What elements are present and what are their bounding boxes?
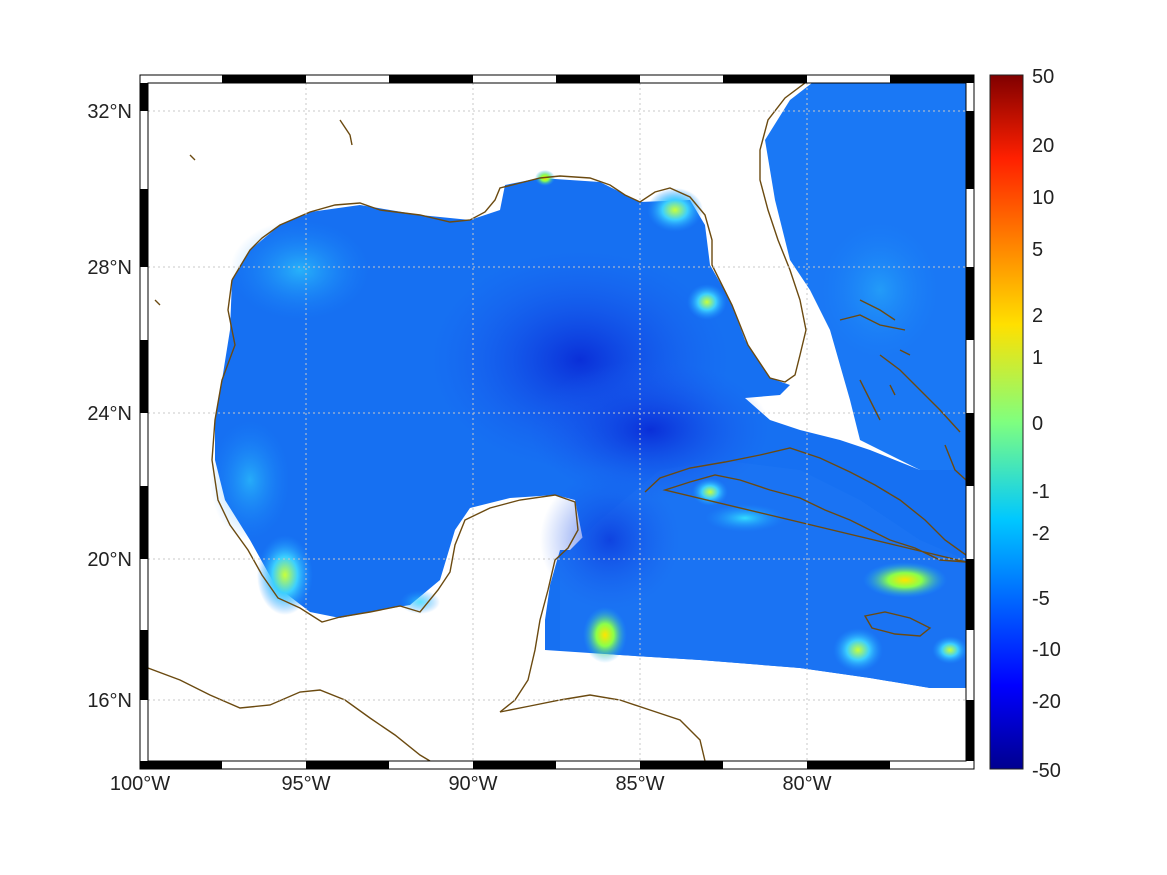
isle-spot [692,478,728,506]
colorbar-tick-label: -1 [1032,481,1050,503]
x-tick-label: 100°W [110,773,170,795]
colorbar-tick-label: 10 [1032,187,1054,209]
map-frame [139,74,975,770]
colorbar-tick-label: -50 [1032,760,1061,782]
y-tick-label: 32°N [87,101,132,123]
atlantic-light [820,220,940,360]
colorbar-tick-label: 2 [1032,305,1043,327]
y-tick-label: 28°N [87,257,132,279]
grid-lines [148,83,966,761]
cuba-coastline [644,447,966,563]
haiti-south-spot [932,636,966,664]
y-tick-label: 16°N [87,690,132,712]
y-tick-label: 24°N [87,403,132,425]
colorbar-tick-label: 1 [1032,347,1043,369]
texas-islands [154,119,353,306]
honduras-yellow-spot [583,607,627,663]
tampa-spot [687,284,727,320]
coastlines [148,83,966,761]
x-tick-label: 90°W [448,773,497,795]
colorbar-tick-label: -5 [1032,588,1050,610]
x-tick-label: 80°W [782,773,831,795]
campeche-spot [400,590,440,614]
west-light-patch [210,420,290,540]
hispaniola-coastline [944,444,966,481]
deep-core-3 [540,470,680,610]
mexico-coastline [211,279,579,713]
y-axis-labels: 32°N 28°N 24°N 20°N 16°N [87,101,132,712]
colorbar-tick-label: 5 [1032,239,1043,261]
colorbar-labels: 50 20 10 5 2 1 0 -1 -2 -5 -10 -20 -50 [1032,66,1061,782]
jamaica-coastline [863,611,932,637]
nw-light-patch [230,220,370,320]
x-axis-labels: 100°W 95°W 90°W 85°W 80°W [110,773,832,795]
colorbar-tick-label: -20 [1032,691,1061,713]
pacific-coastline [148,667,431,761]
colorbar-tick-label: 50 [1032,66,1054,88]
jamaica-west-spot [833,628,883,672]
central-america-coastline [499,694,706,761]
bahamas-coastline [839,299,961,433]
cuba-south-spot [705,504,785,532]
y-tick-label: 20°N [87,549,132,571]
jamaica-north-spot [863,562,947,598]
sw-yellow-patch [257,535,313,615]
x-tick-label: 95°W [281,773,330,795]
colorbar-ramp [989,74,1024,770]
colorbar-tick-label: -2 [1032,523,1050,545]
colorbar: 50 20 10 5 2 1 0 -1 -2 -5 -10 -20 -50 [989,66,1061,782]
x-tick-label: 85°W [615,773,664,795]
us-gulf-coastline [231,83,807,383]
panhandle-spot [647,188,703,232]
colorbar-tick-label: 20 [1032,135,1054,157]
colorbar-tick-label: 0 [1032,413,1043,435]
ocean-field [210,83,966,688]
colorbar-tick-label: -10 [1032,639,1061,661]
